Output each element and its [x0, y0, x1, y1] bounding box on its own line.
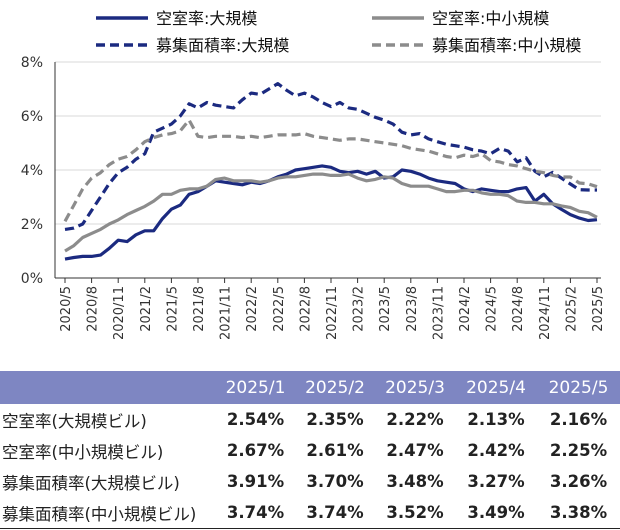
x-tick-label: 2022/11: [325, 286, 340, 340]
table-cell: 2.42%: [467, 441, 525, 460]
y-tick-label: 6%: [21, 109, 43, 125]
table-row: 空室率(中小規模ビル) 2.67% 2.61% 2.47% 2.42% 2.25…: [0, 435, 620, 466]
table-cell: 3.52%: [375, 497, 455, 529]
table-cell: 3.91%: [226, 472, 285, 491]
gridlines: [55, 61, 601, 225]
x-tick-label: 2020/11: [112, 286, 127, 340]
table-row: 空室率(大規模ビル) 2.54% 2.35% 2.22% 2.13% 2.16%: [0, 404, 620, 435]
table-cell: 2.67%: [226, 441, 285, 460]
table-cell: 2.16%: [549, 410, 608, 429]
row-label: 募集面積率(中小規模ビル): [0, 497, 216, 529]
y-tick-label: 8%: [21, 55, 43, 71]
table-cell: 2.47%: [386, 441, 444, 460]
table-header-cell: [0, 371, 216, 404]
table-cell: 2.35%: [306, 410, 364, 429]
data-table: 2025/1 2025/2 2025/3 2025/4 2025/5 空室率(大…: [0, 371, 620, 529]
table-row: 募集面積率(大規模ビル) 3.91% 3.70% 3.48% 3.27% 3.2…: [0, 466, 620, 497]
table-header-cell: 2025/5: [537, 371, 620, 404]
x-tick-label: 2023/11: [431, 286, 446, 340]
x-tick-label: 2024/5: [485, 286, 500, 332]
series-line: [64, 164, 598, 261]
table-header-row: 2025/1 2025/2 2025/3 2025/4 2025/5: [0, 371, 620, 404]
x-tick-label: 2023/5: [378, 286, 393, 332]
row-label: 空室率(中小規模ビル): [2, 442, 164, 462]
legend-label: 空室率:大規模: [156, 9, 257, 28]
series-lines: [63, 81, 598, 261]
x-tick-label: 2021/11: [219, 286, 234, 340]
table-header-cell: 2025/3: [375, 371, 455, 404]
table-cell: 2.13%: [467, 410, 525, 429]
table-cell: 3.27%: [467, 472, 525, 491]
table-cell: 2.61%: [306, 441, 364, 460]
x-tick-label: 2023/2: [352, 286, 367, 332]
x-tick-label: 2023/8: [405, 286, 420, 332]
x-tick-label: 2022/8: [298, 286, 313, 332]
table-cell: 3.26%: [549, 472, 608, 491]
table-cell: 3.74%: [295, 497, 375, 529]
x-tick-label: 2020/8: [86, 286, 101, 332]
y-tick-label: 0%: [21, 271, 43, 287]
line-chart: 空室率:大規模 空室率:中小規模募集面積率:大規模 募集面積率:中小規模 0% 2% 4…: [21, 9, 606, 340]
table-cell: 2.54%: [226, 410, 285, 429]
legend-label: 募集面積率:中小規模: [432, 36, 581, 55]
table-row: 募集面積率(中小規模ビル) 3.74% 3.74% 3.52% 3.49% 3.…: [0, 497, 620, 529]
table-cell: 3.38%: [537, 497, 620, 529]
table-cell: 2.25%: [549, 441, 608, 460]
x-tick-label: 2024/11: [538, 286, 553, 340]
table-header-cell: 2025/1: [216, 371, 295, 404]
x-tick-label: 2025/5: [591, 286, 606, 332]
axes: 0% 2% 4% 6% 8% 2020/5 2020/8 2020/11 2021/2 2021/…: [21, 55, 606, 340]
x-tick-label: 2024/2: [458, 286, 473, 332]
table-cell: 3.48%: [386, 472, 444, 491]
x-tick-label: 2022/2: [245, 286, 260, 332]
row-label: 募集面積率(大規模ビル): [2, 473, 180, 493]
table-cell: 3.49%: [455, 497, 537, 529]
series-line: [64, 81, 597, 231]
x-tick-label: 2021/5: [165, 286, 180, 332]
y-tick-label: 2%: [21, 217, 43, 233]
x-tick-label: 2021/8: [192, 286, 207, 332]
x-tick-label: 2021/2: [139, 286, 154, 332]
table-header-cell: 2025/4: [455, 371, 537, 404]
row-label: 空室率(大規模ビル): [2, 411, 147, 431]
y-tick-label: 4%: [21, 163, 43, 179]
table-cell: 3.74%: [216, 497, 295, 529]
series-line: [64, 172, 598, 253]
table-header-cell: 2025/2: [295, 371, 375, 404]
x-tick-label: 2022/5: [272, 286, 287, 332]
x-tick-label: 2024/8: [511, 286, 526, 332]
x-tick-label: 2025/2: [564, 286, 579, 332]
legend-label: 空室率:中小規模: [432, 9, 549, 28]
table-cell: 2.22%: [386, 410, 444, 429]
legend-label: 募集面積率:大規模: [156, 36, 289, 55]
x-tick-label: 2020/5: [59, 286, 74, 332]
table-cell: 3.70%: [306, 472, 364, 491]
